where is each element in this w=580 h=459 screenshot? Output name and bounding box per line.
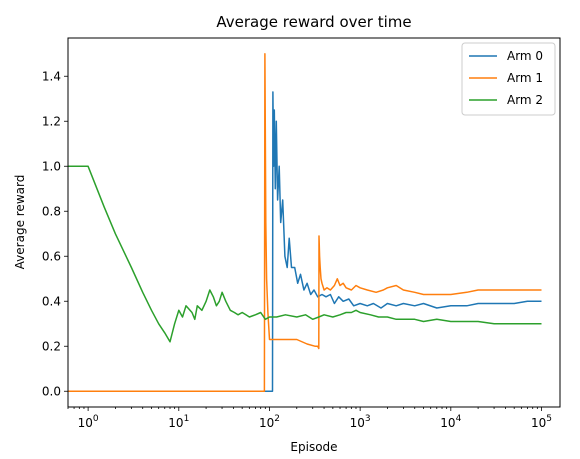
x-tick-base: 10 — [350, 416, 365, 430]
y-axis-ticks: 0.0 0.2 0.4 0.6 0.8 1.0 1.2 1.4 — [42, 69, 68, 398]
x-tick-label: 100 — [78, 414, 99, 430]
y-tick-label: 0.0 — [42, 384, 61, 398]
y-tick-label: 1.4 — [42, 69, 61, 83]
y-tick-label: 0.8 — [42, 204, 61, 218]
series-line-arm-2 — [68, 165, 542, 343]
x-tick-base: 10 — [531, 416, 546, 430]
x-tick-base: 10 — [78, 416, 93, 430]
y-tick-label: 0.4 — [42, 294, 61, 308]
x-tick-exponent: 2 — [274, 414, 280, 424]
series-line-arm-0 — [68, 91, 542, 393]
legend-box — [461, 42, 556, 116]
x-tick-exponent: 5 — [546, 414, 552, 424]
legend-label-arm-1: Arm 1 — [507, 71, 543, 85]
plot-frame — [67, 37, 561, 408]
x-tick-exponent: 0 — [93, 414, 99, 424]
y-tick-label: 1.0 — [42, 159, 61, 173]
x-tick-label: 104 — [440, 414, 461, 430]
y-tick-label: 1.2 — [42, 114, 61, 128]
x-tick-exponent: 1 — [184, 414, 190, 424]
x-tick-label: 103 — [350, 414, 371, 430]
x-tick-label: 105 — [531, 414, 552, 430]
series-line-arm-1 — [68, 53, 542, 393]
x-axis-label: Episode — [290, 440, 337, 454]
y-axis-label: Average reward — [13, 175, 27, 270]
x-tick-label: 101 — [168, 414, 189, 430]
y-tick-label: 0.2 — [42, 339, 61, 353]
legend-label-arm-2: Arm 2 — [507, 93, 543, 107]
y-tick-label: 0.6 — [42, 249, 61, 263]
legend-label-arm-0: Arm 0 — [507, 49, 543, 63]
x-tick-base: 10 — [259, 416, 274, 430]
x-tick-exponent: 3 — [365, 414, 371, 424]
plot-lines — [68, 53, 542, 393]
x-tick-base: 10 — [168, 416, 183, 430]
chart-title: Average reward over time — [216, 13, 411, 31]
x-tick-base: 10 — [440, 416, 455, 430]
x-tick-exponent: 4 — [456, 414, 462, 424]
x-tick-label: 102 — [259, 414, 280, 430]
x-axis-ticks: 100 101 102 103 104 105 — [67, 407, 552, 430]
legend: Arm 0 Arm 1 Arm 2 — [461, 42, 556, 116]
